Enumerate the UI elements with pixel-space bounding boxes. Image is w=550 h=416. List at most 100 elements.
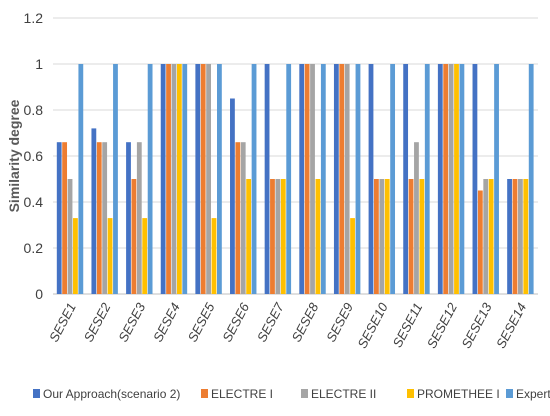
bar [512, 179, 518, 294]
bar [147, 64, 153, 294]
bar [206, 64, 211, 294]
y-axis-ticks: 0 0.2 0.4 0.6 0.8 1 1.2 [24, 10, 44, 302]
bar [384, 179, 390, 294]
bar [454, 64, 459, 294]
bar [477, 190, 483, 294]
bar [379, 179, 385, 294]
bar [528, 64, 534, 294]
y-axis-title: Similarity degree [6, 99, 22, 212]
bar [494, 64, 499, 294]
bar [437, 64, 443, 294]
bar [280, 179, 286, 294]
bar [339, 64, 345, 294]
legend-label: PROMETHEE I [417, 387, 500, 401]
bar [216, 64, 222, 294]
bar [419, 179, 425, 294]
bar [448, 64, 454, 294]
bar [246, 179, 252, 294]
bar [390, 64, 396, 294]
bar [142, 218, 148, 294]
y-tick-label: 1.2 [24, 10, 44, 26]
bar [488, 179, 494, 294]
bar [320, 64, 326, 294]
bar [517, 179, 523, 294]
bar [67, 179, 73, 294]
legend-swatch [33, 389, 40, 398]
legend-label: ELECTRE I [211, 387, 273, 401]
bar [96, 142, 102, 294]
bar [424, 64, 430, 294]
bar [408, 179, 414, 294]
x-tick-label: SESE11 [390, 300, 426, 350]
bar [91, 128, 97, 294]
gridlines [53, 17, 538, 295]
bar [195, 64, 201, 294]
x-tick-label: SESE8 [289, 300, 322, 345]
bar [176, 64, 182, 294]
bar [483, 179, 489, 294]
legend: Our Approach(scenario 2) ELECTRE I ELECTRE… [33, 387, 550, 401]
bar [403, 64, 409, 294]
legend-swatch [407, 389, 414, 398]
bar [270, 179, 275, 294]
bar [414, 142, 419, 294]
x-tick-label: SESE12 [424, 300, 461, 351]
bar [126, 142, 131, 294]
bar [235, 142, 241, 294]
legend-swatch [201, 389, 208, 398]
bar [344, 64, 350, 294]
x-tick-label: SESE7 [254, 300, 287, 345]
bar [171, 64, 177, 294]
bar [264, 64, 270, 294]
bar [136, 142, 142, 294]
bar [107, 218, 113, 294]
bar [251, 64, 257, 294]
bar [230, 98, 235, 294]
bar [275, 179, 281, 294]
x-tick-label: SESE9 [323, 300, 356, 344]
bar [73, 218, 78, 294]
bar [350, 218, 355, 294]
bars [56, 64, 534, 294]
bar [286, 64, 292, 294]
x-tick-label: SESE10 [354, 300, 391, 351]
legend-label: ELECTRE II [311, 387, 376, 401]
bar [182, 64, 188, 294]
x-tick-label: SESE2 [81, 300, 114, 345]
x-tick-label: SESE4 [150, 300, 183, 344]
bar [374, 179, 379, 294]
bar [78, 64, 84, 294]
y-tick-label: 0.4 [24, 194, 44, 210]
legend-swatch [301, 389, 308, 398]
bar [62, 142, 68, 294]
bar [310, 64, 315, 294]
y-tick-label: 0.8 [24, 102, 44, 118]
bar [315, 179, 321, 294]
x-tick-label: SESE6 [219, 300, 252, 345]
x-tick-label: SESE13 [458, 300, 495, 351]
bar [368, 64, 374, 294]
legend-label: Expert [516, 387, 550, 401]
y-tick-label: 1 [35, 56, 43, 72]
x-tick-label: SESE3 [115, 300, 148, 345]
bar [472, 64, 478, 294]
bar [211, 218, 217, 294]
bar [355, 64, 361, 294]
y-tick-label: 0 [35, 286, 43, 302]
bar [240, 142, 246, 294]
bar [507, 179, 512, 294]
bar [523, 179, 529, 294]
bar [304, 64, 310, 294]
bar [56, 142, 62, 294]
bar [299, 64, 305, 294]
y-tick-label: 0.6 [24, 148, 44, 164]
bar [160, 64, 166, 294]
legend-label: Our Approach(scenario 2) [43, 387, 180, 401]
bar [333, 64, 339, 294]
bar [102, 142, 108, 294]
x-axis-categories: SESE1 SESE2 SESE3 SESE4 SESE5 SESE6 SESE7 SESE8… [46, 300, 529, 351]
bar [166, 64, 171, 294]
bar [443, 64, 449, 294]
